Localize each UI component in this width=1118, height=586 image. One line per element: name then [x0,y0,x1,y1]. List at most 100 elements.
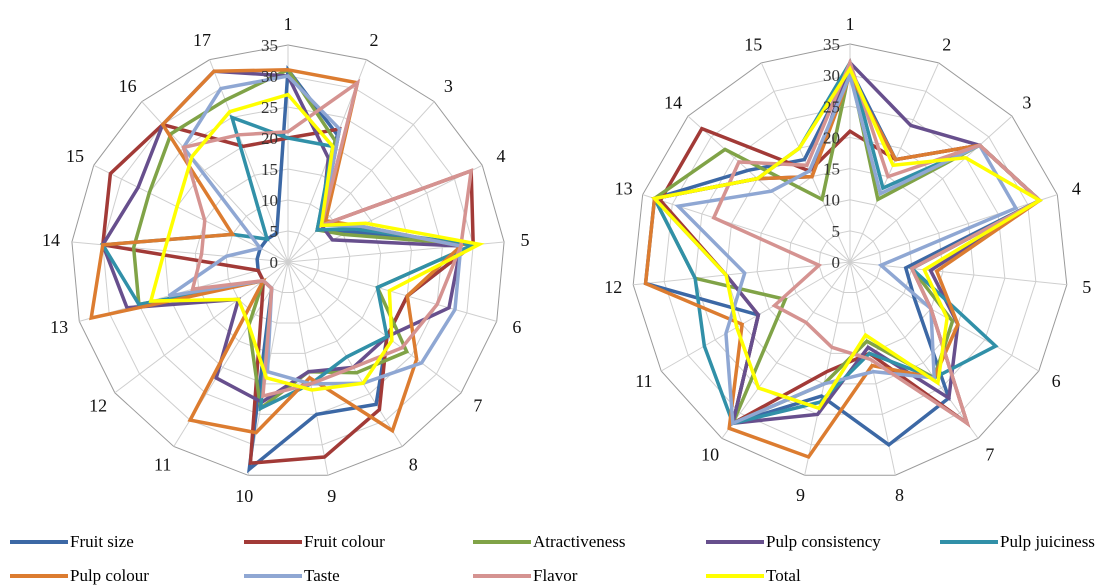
category-label: 8 [895,485,904,505]
grid-spoke [642,194,851,263]
category-label: 14 [42,230,60,250]
category-label: 10 [235,486,253,506]
radial-tick-label: 15 [261,160,278,179]
legend-item-fruit-size: Fruit size [10,532,134,552]
grid-spoke [287,261,462,394]
legend-swatch [244,574,302,578]
radial-tick-label: 10 [823,191,840,210]
category-label: 1 [284,14,293,34]
series-total [651,65,1044,411]
category-label: 7 [985,445,994,465]
category-label: 15 [744,35,762,55]
radial-tick-label: 5 [270,222,279,241]
category-label: 4 [1072,178,1081,198]
radial-tick-labels: 0 5 10 15 20 25 30 35 [261,36,278,272]
category-label: 14 [664,93,682,113]
legend-item-atractiveness: Atractiveness [473,532,626,552]
category-label: 8 [409,454,418,474]
legend-swatch [473,540,531,544]
grid-spoke [633,261,851,286]
radial-tick-label: 20 [823,128,840,147]
grid-spoke [287,261,497,322]
grid-ring [818,230,882,293]
grid-spoke [287,261,329,476]
legend-swatch [706,574,764,578]
category-label: 6 [1052,371,1061,391]
legend-item-pulp-consistency: Pulp consistency [706,532,881,552]
legend-swatch [10,574,68,578]
grid-ring [725,136,975,385]
category-label: 2 [942,35,951,55]
category-label: 4 [497,146,506,166]
radial-tick-label: 0 [270,253,279,272]
category-label: 10 [701,445,719,465]
category-label: 9 [327,486,336,506]
category-label: 11 [635,371,652,391]
legend-label: Total [766,566,801,585]
legend-item-pulp-juiciness: Pulp juiciness [940,532,1095,552]
category-label: 11 [154,454,171,474]
radial-tick-label: 0 [832,253,841,272]
radial-tick-label: 35 [261,36,278,55]
category-label: 7 [473,395,482,415]
series-pulp-consistency [100,69,463,405]
grid-ring [632,43,1068,476]
series-pulp-juiciness [651,58,1043,426]
grid-spoke [849,261,1067,286]
radial-tick-label: 30 [261,67,278,86]
category-label: 13 [615,178,633,198]
radar-grid [632,43,1068,476]
series-flavor [711,57,1043,428]
category-label: 13 [50,317,68,337]
radial-tick-label: 15 [823,160,840,179]
grid-spoke [849,261,1040,372]
legend-item-taste: Taste [244,566,340,586]
legend-swatch [10,540,68,544]
grid-spoke [209,59,289,263]
grid-ring [102,75,474,446]
grid-spoke [660,261,851,372]
grid-spoke [287,164,483,263]
category-label: 1 [846,14,855,34]
series-total [148,92,485,392]
legend-label: Pulp consistency [766,532,881,551]
grid-ring [133,106,443,415]
category-label: 17 [193,30,211,50]
legend-label: Fruit colour [304,532,385,551]
radar-series-group [643,57,1044,460]
radar-series-group [89,65,485,474]
category-label: 5 [520,230,529,250]
legend-label: Taste [304,566,340,585]
series-pulp-juiciness [99,114,480,412]
series-taste [167,74,463,386]
radial-tick-label: 30 [823,66,840,85]
category-label: 5 [1082,277,1091,297]
radial-tick-label: 5 [832,222,841,241]
radial-tick-label: 35 [823,35,840,54]
legend-swatch [473,574,531,578]
grid-ring [71,44,505,476]
grid-spoke [849,115,1013,263]
category-label: 15 [66,146,84,166]
legend-label: Pulp colour [70,566,149,585]
grid-spoke [849,261,979,439]
legend-swatch [940,540,998,544]
grid-spoke [849,194,1058,263]
legend-swatch [244,540,302,544]
grid-spoke [93,164,289,263]
category-label: 12 [89,395,107,415]
grid-spoke [114,261,289,394]
category-label: 3 [1022,93,1031,113]
radar-charts-canvas: 0510152025303512345678910111213141516170… [42,14,1091,506]
legend-item-pulp-colour: Pulp colour [10,566,149,586]
series-fruit-size [246,65,478,474]
grid-spoke [849,261,896,476]
series-flavor [181,78,474,399]
radial-tick-label: 10 [261,191,278,210]
radial-tick-label: 25 [261,98,278,117]
legend-item-fruit-colour: Fruit colour [244,532,385,552]
radial-tick-labels: 0 5 10 15 20 25 30 35 [823,35,840,272]
